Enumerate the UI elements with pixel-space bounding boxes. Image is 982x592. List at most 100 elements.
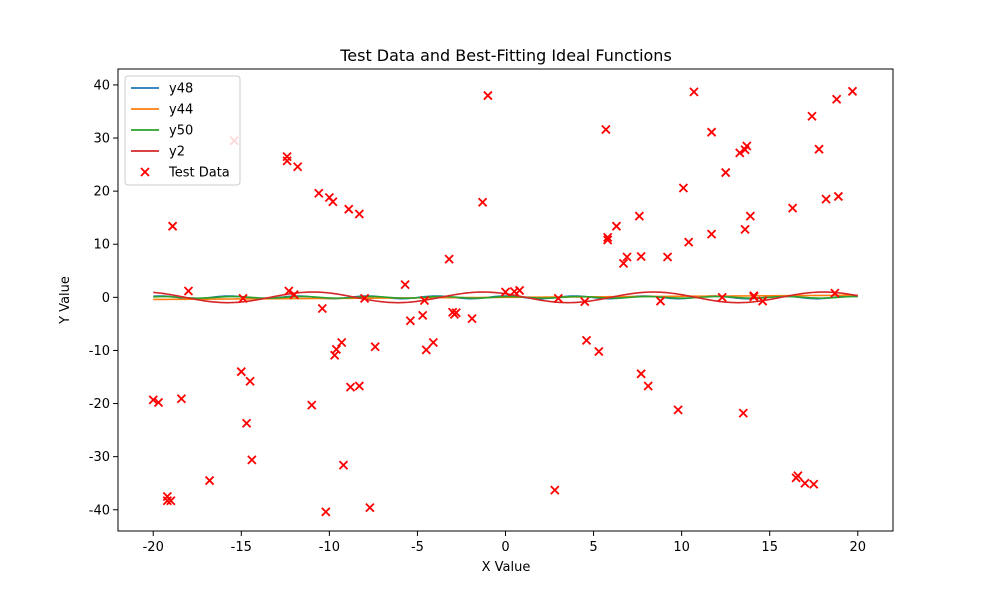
data-point [467, 313, 477, 324]
data-point [241, 418, 252, 428]
data-point [245, 376, 255, 386]
data-point [338, 460, 349, 470]
chart-title: Test Data and Best-Fitting Ideal Functio… [339, 46, 672, 65]
data-point [330, 350, 340, 360]
data-point [738, 408, 748, 418]
data-point [833, 191, 844, 202]
data-point [444, 254, 454, 264]
data-point [740, 145, 750, 155]
data-point [749, 291, 759, 301]
data-point [787, 203, 798, 213]
data-point [419, 295, 430, 306]
data-point [293, 162, 303, 172]
data-point [289, 290, 299, 300]
data-point [284, 286, 294, 296]
data-point [684, 237, 694, 247]
data-point [328, 197, 338, 207]
data-point [183, 286, 194, 296]
data-point [405, 316, 416, 326]
data-point [176, 394, 187, 404]
data-point [421, 345, 431, 355]
data-point [317, 303, 327, 314]
data-point [483, 90, 493, 101]
data-point [634, 211, 645, 221]
data-point [451, 308, 461, 318]
data-point [477, 197, 488, 207]
data-point [166, 496, 176, 506]
data-point [337, 337, 347, 348]
data-point [418, 310, 428, 321]
data-point [758, 296, 768, 306]
y-tick-label: -30 [89, 450, 110, 465]
data-point [167, 221, 178, 231]
data-point [636, 369, 646, 379]
data-point [331, 344, 342, 355]
data-point [580, 296, 590, 307]
data-point [601, 124, 611, 135]
x-tick-label: 5 [589, 540, 597, 555]
data-point [428, 337, 438, 348]
data-point [655, 296, 666, 306]
y-tick-label: 0 [102, 291, 110, 306]
data-point [514, 285, 525, 296]
data-point [793, 471, 803, 481]
data-point [706, 229, 717, 239]
legend-label: y44 [169, 103, 193, 118]
data-point [354, 381, 364, 391]
data-point [282, 151, 292, 162]
data-point [344, 204, 354, 214]
data-point [365, 502, 375, 513]
x-axis-label: X Value [482, 560, 531, 575]
data-point [307, 400, 317, 410]
data-point [236, 367, 246, 377]
legend-swatch-test-data [140, 167, 150, 177]
legend-label: Test Data [168, 166, 230, 181]
y-tick-label: 30 [93, 132, 110, 147]
data-point [594, 346, 604, 357]
data-point [550, 485, 560, 495]
data-point [238, 293, 248, 304]
data-point [643, 381, 653, 391]
data-point [581, 335, 592, 345]
data-point [662, 252, 673, 262]
data-point [830, 288, 840, 298]
data-point [721, 167, 731, 178]
data-point [153, 397, 164, 408]
data-point [673, 405, 683, 415]
data-point [321, 507, 331, 517]
data-point [622, 252, 632, 262]
y-tick-label: 20 [93, 185, 110, 200]
data-point [282, 156, 292, 166]
data-point [618, 258, 629, 268]
y-tick-label: 40 [93, 78, 110, 93]
data-point [800, 478, 810, 488]
data-point [807, 111, 817, 121]
legend-label: y50 [169, 124, 193, 139]
legend-box [124, 75, 241, 186]
data-point [636, 251, 646, 262]
legend: y48 y44 y50 y2 Test Data [124, 75, 241, 186]
y-tick-label: -10 [89, 344, 110, 359]
y-axis-label: Y Value [58, 276, 73, 325]
data-point [603, 232, 613, 242]
data-point [611, 221, 622, 231]
data-point [553, 293, 563, 304]
data-point [689, 87, 699, 97]
data-point [354, 209, 364, 219]
data-point [603, 235, 613, 245]
data-point [735, 148, 745, 158]
data-point [717, 292, 727, 302]
x-tick-label: -15 [231, 540, 252, 555]
data-point [809, 479, 819, 489]
data-point [740, 224, 750, 235]
data-point [678, 183, 689, 193]
series-line-y2 [153, 291, 858, 304]
data-point [370, 342, 380, 352]
x-tick-label: 15 [761, 540, 778, 555]
data-point [162, 496, 172, 506]
data-point [745, 211, 755, 221]
legend-label: y48 [169, 82, 193, 97]
x-tick-label: -5 [411, 540, 424, 555]
series-line-y50 [153, 295, 858, 299]
